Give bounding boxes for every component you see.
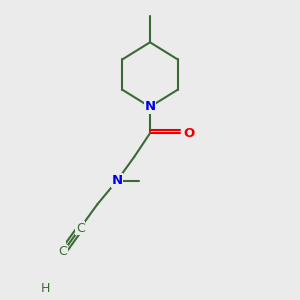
Text: C: C	[76, 222, 85, 235]
Text: C: C	[59, 245, 68, 258]
Text: H: H	[41, 282, 51, 295]
Text: N: N	[112, 174, 123, 187]
Text: N: N	[144, 100, 156, 113]
Text: O: O	[183, 127, 195, 140]
